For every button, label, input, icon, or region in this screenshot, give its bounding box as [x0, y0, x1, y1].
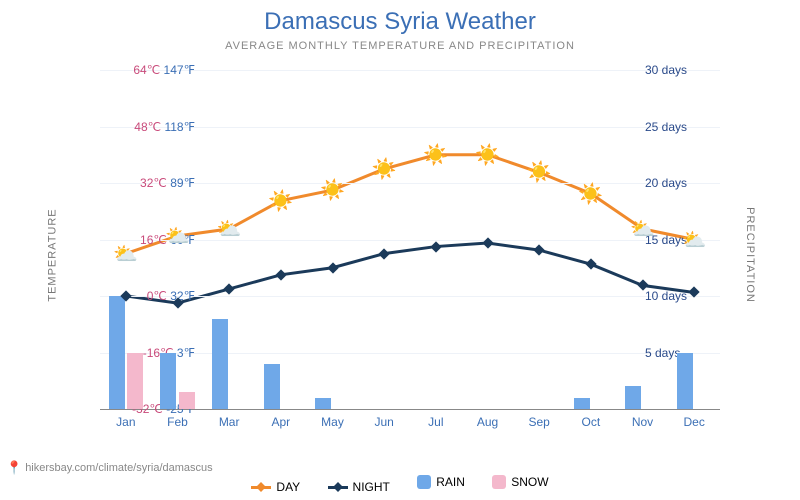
cloud-icon: ⛅ [165, 223, 190, 248]
sun-icon: ☀️ [268, 188, 293, 213]
cloud-icon: ⛅ [682, 227, 707, 252]
y-right-tick: 25 days [645, 120, 710, 134]
sun-icon: ☀️ [372, 156, 397, 181]
rain-bar [315, 398, 331, 409]
legend: DAY NIGHT RAIN SNOW [0, 475, 800, 495]
sun-icon: ☀️ [475, 142, 500, 167]
page-title: Damascus Syria Weather [0, 0, 800, 36]
y-left-tick: 48℃ 118℉ [100, 120, 195, 134]
credit-url: hikersbay.com/climate/syria/damascus [25, 462, 212, 474]
legend-night: NIGHT [328, 480, 390, 494]
y-right-tick: 20 days [645, 176, 710, 190]
x-tick: Nov [623, 415, 663, 429]
x-tick: Apr [261, 415, 301, 429]
rain-bar [574, 398, 590, 409]
x-tick: Dec [674, 415, 714, 429]
y-right-tick: 10 days [645, 289, 710, 303]
cloud-icon: ⛅ [217, 216, 242, 241]
cloud-icon: ⛅ [113, 241, 138, 266]
night-line [126, 243, 694, 303]
map-pin-icon: 📍 [6, 460, 22, 476]
y-left-label: TEMPERATURE [47, 208, 59, 301]
rain-bar [625, 386, 641, 409]
snow-bar [179, 392, 195, 409]
legend-rain: RAIN [417, 475, 465, 489]
x-tick: Jul [416, 415, 456, 429]
rain-bar [677, 353, 693, 410]
rain-bar [109, 296, 125, 409]
legend-day: DAY [251, 480, 300, 494]
chart-area: TEMPERATURE PRECIPITATION 64℃ 147℉ 48℃ 11… [0, 60, 800, 450]
sun-icon: ☀️ [527, 160, 552, 185]
x-tick: Aug [468, 415, 508, 429]
snow-bar [127, 353, 143, 410]
x-tick: Feb [158, 415, 198, 429]
x-tick: Jan [106, 415, 146, 429]
rain-bar [160, 353, 176, 410]
x-tick: Sep [519, 415, 559, 429]
cloud-icon: ⛅ [630, 216, 655, 241]
rain-bar [212, 319, 228, 409]
y-right-label: PRECIPITATION [744, 207, 756, 303]
credit-link[interactable]: 📍 hikersbay.com/climate/syria/damascus [6, 460, 213, 476]
sun-icon: ☀️ [423, 142, 448, 167]
x-tick: Mar [209, 415, 249, 429]
sun-icon: ☀️ [578, 181, 603, 206]
x-tick: Oct [571, 415, 611, 429]
legend-snow: SNOW [492, 475, 548, 489]
sun-icon: ☀️ [320, 178, 345, 203]
y-right-tick: 30 days [645, 63, 710, 77]
plot-region: 64℃ 147℉48℃ 118℉32℃ 89℉16℃ 60℉0℃ 32℉-16℃… [100, 70, 720, 410]
rain-bar [264, 364, 280, 409]
x-tick: May [313, 415, 353, 429]
y-left-tick: 32℃ 89℉ [100, 176, 195, 190]
x-tick: Jun [364, 415, 404, 429]
y-left-tick: 64℃ 147℉ [100, 63, 195, 77]
page-subtitle: AVERAGE MONTHLY TEMPERATURE AND PRECIPIT… [0, 36, 800, 52]
